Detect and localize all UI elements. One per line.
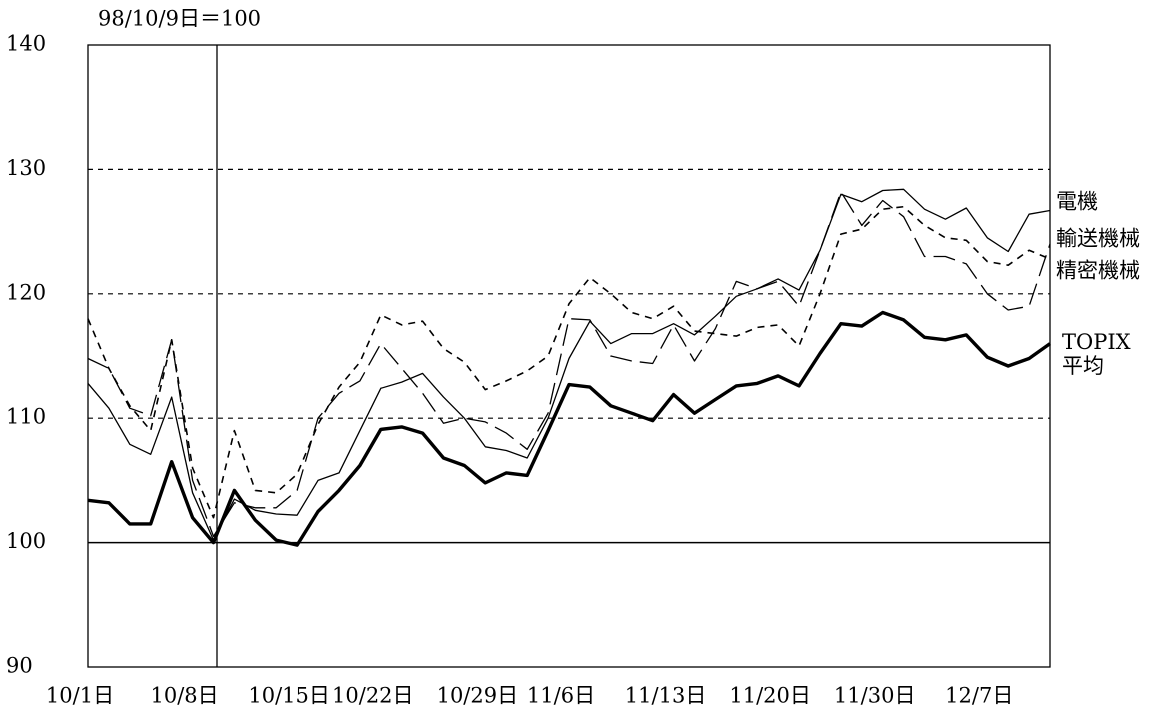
series-label-line: TOPIX xyxy=(1062,330,1131,354)
series-label: 精密機械 xyxy=(1056,259,1140,283)
series-label-line: 平均 xyxy=(1062,354,1104,378)
x-tick-label: 11/6日 xyxy=(527,684,595,708)
x-tick-label: 10/22日 xyxy=(332,684,414,708)
x-tick-label: 11/13日 xyxy=(625,684,707,708)
series-label: 輸送機械 xyxy=(1056,227,1140,251)
x-tick-label: 11/30日 xyxy=(834,684,916,708)
y-tick-label: 130 xyxy=(6,156,46,180)
y-tick-label: 120 xyxy=(6,280,46,304)
x-tick-label: 12/7日 xyxy=(945,684,1013,708)
x-tick-label: 10/8日 xyxy=(150,684,218,708)
series-label: TOPIX 平均 xyxy=(1062,330,1131,378)
x-tick-label: 10/1日 xyxy=(46,684,114,708)
x-tick-label: 11/20日 xyxy=(729,684,811,708)
series-line xyxy=(87,188,1051,541)
series-line xyxy=(87,205,1051,519)
series-label: 電機 xyxy=(1056,190,1098,214)
y-tick-label: 110 xyxy=(6,405,46,429)
y-tick-label: 140 xyxy=(6,32,46,56)
series-line xyxy=(87,191,1051,538)
chart-title: 98/10/9日＝100 xyxy=(98,7,261,31)
y-tick-label: 100 xyxy=(6,529,46,553)
x-tick-label: 10/29日 xyxy=(437,684,519,708)
x-tick-label: 10/15日 xyxy=(248,684,330,708)
plot-frame xyxy=(87,44,1051,668)
y-tick-label: 90 xyxy=(6,654,33,678)
series-line xyxy=(87,310,1051,547)
